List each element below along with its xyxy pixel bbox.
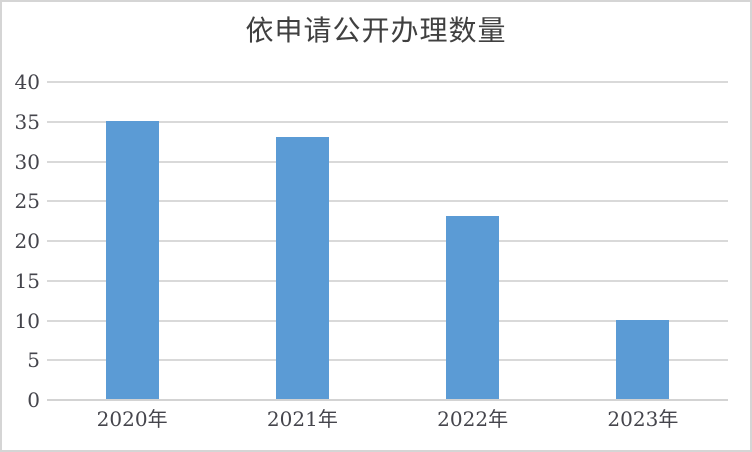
y-axis-label-10: 10: [14, 308, 40, 333]
gridline-10: [47, 319, 728, 322]
y-axis-label-15: 15: [14, 268, 40, 293]
gridline-15: [47, 279, 728, 282]
x-axis-label-2022年: 2022年: [437, 407, 509, 431]
chart-title: 依申请公开办理数量: [245, 14, 507, 47]
gridline-35: [47, 120, 728, 123]
bar-2020年: [105, 120, 159, 399]
bar-2023年: [616, 319, 670, 399]
y-axis-label-40: 40: [14, 70, 40, 94]
x-axis-label-2023年: 2023年: [607, 407, 679, 431]
y-axis-label-5: 5: [27, 348, 40, 373]
gridline-20: [47, 240, 728, 242]
bar-2022年: [446, 216, 500, 399]
y-axis-label-35: 35: [14, 109, 40, 134]
bar-2021年: [275, 136, 329, 399]
gridline-30: [47, 160, 728, 163]
y-axis-label-25: 25: [14, 189, 40, 214]
gridline-5: [47, 359, 728, 362]
y-axis-label-0: 0: [27, 388, 40, 412]
y-axis-label-20: 20: [14, 229, 40, 253]
y-axis-label-30: 30: [14, 149, 40, 174]
x-axis-label-2021年: 2021年: [266, 407, 338, 431]
x-axis-line: [47, 399, 728, 401]
gridline-25: [47, 200, 728, 203]
x-axis-label-2020年: 2020年: [96, 407, 168, 431]
gridline-40: [47, 81, 728, 83]
